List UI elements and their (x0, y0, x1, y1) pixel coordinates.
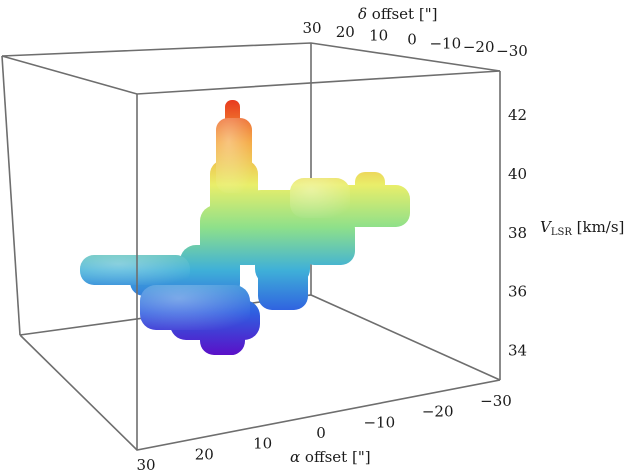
alpha-tick-label: −30 (480, 392, 512, 410)
box-back-edges (1, 42, 501, 72)
velocity-tick-label: 38 (508, 224, 527, 242)
velocity-tick-label: 40 (508, 165, 527, 183)
delta-axis-title: δ offset ["] (358, 5, 437, 23)
delta-tick-label: 30 (302, 19, 321, 37)
box-back-floor (19, 294, 501, 381)
alpha-tick-label: 10 (253, 435, 272, 453)
blob-bottom-tip (220, 330, 242, 355)
alpha-tick-label: −10 (363, 413, 395, 431)
isosurface-blob (80, 100, 410, 355)
blob-arm-right-low (300, 215, 355, 265)
blob-arm-right-tip (355, 172, 385, 202)
velocity-tick-label: 36 (508, 283, 527, 301)
velocity-tick-label: 42 (508, 106, 527, 124)
delta-tick-label: −10 (429, 34, 461, 52)
alpha-tick-label: 30 (136, 456, 155, 474)
box-front-vertical-left (1, 55, 21, 336)
delta-tick-label: −20 (463, 38, 495, 56)
delta-tick-label: 10 (369, 27, 388, 45)
box-front-floor (19, 334, 501, 451)
velocity-axis: 34 36 38 40 42 (508, 106, 527, 360)
box-front-top (1, 55, 501, 95)
velocity-tick-label: 34 (508, 342, 527, 360)
alpha-tick-label: 0 (316, 424, 326, 442)
delta-tick-label: −30 (496, 42, 528, 60)
delta-tick-label: 0 (407, 31, 417, 49)
alpha-tick-label: −20 (422, 403, 454, 421)
delta-tick-label: 20 (336, 23, 355, 41)
alpha-tick-label: 20 (195, 445, 214, 463)
delta-axis: 30 20 10 0 −10 −20 −30 (302, 19, 527, 60)
alpha-axis: 30 20 10 0 −10 −20 −30 (136, 392, 511, 474)
blob-center-3 (258, 255, 308, 310)
velocity-axis-title: VLSR [km/s] (540, 218, 624, 238)
alpha-axis-title: α offset ["] (290, 448, 371, 466)
bounding-box (1, 42, 501, 451)
